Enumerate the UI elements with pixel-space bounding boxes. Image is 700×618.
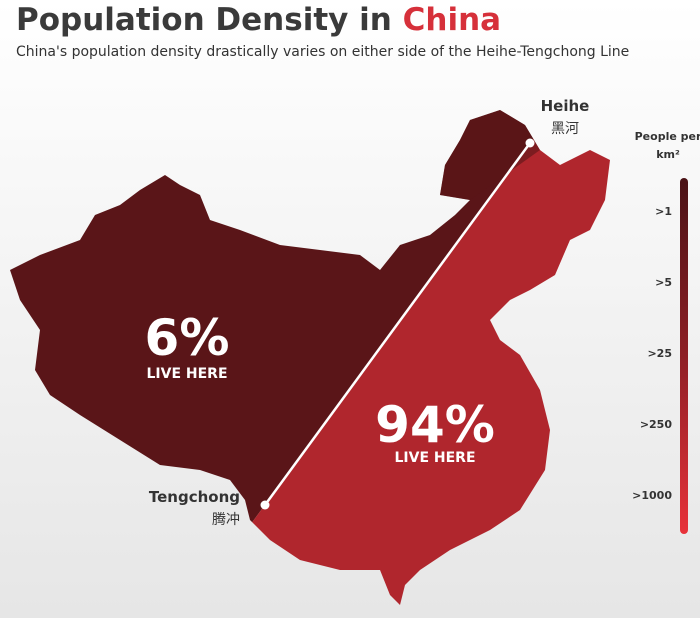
tengchong-point: [260, 500, 270, 510]
region-label: LIVE HERE: [146, 366, 227, 382]
legend-label: >1000: [632, 489, 672, 502]
city-native: 黑河: [551, 121, 579, 137]
title-highlight: China: [403, 2, 501, 38]
legend-label: >250: [640, 418, 673, 431]
legend-label: >25: [647, 347, 672, 360]
title-text: Population Density in: [16, 2, 392, 38]
legend-title: People per km²: [635, 130, 700, 161]
city-name: Heihe: [541, 97, 590, 115]
region-label: LIVE HERE: [394, 450, 475, 466]
region-share: 6%: [145, 309, 230, 367]
heihe-tengchong-line: [263, 142, 532, 506]
map-northeast-shade: [440, 110, 540, 200]
subtitle: China's population density drastically v…: [16, 44, 629, 60]
heihe-point: [525, 138, 535, 148]
city-native: 腾冲: [212, 511, 240, 528]
legend-label: >1: [655, 205, 672, 218]
region-share: 94%: [375, 396, 495, 454]
title: Population Density in China: [16, 2, 501, 38]
legend-bar: [680, 178, 688, 534]
legend-labels: >1 >5 >25 >250 >1000: [632, 205, 672, 502]
city-name: Tengchong: [149, 488, 240, 506]
legend: People per km² >1 >5 >25 >250 >1000: [632, 130, 700, 534]
legend-label: >5: [655, 276, 672, 289]
